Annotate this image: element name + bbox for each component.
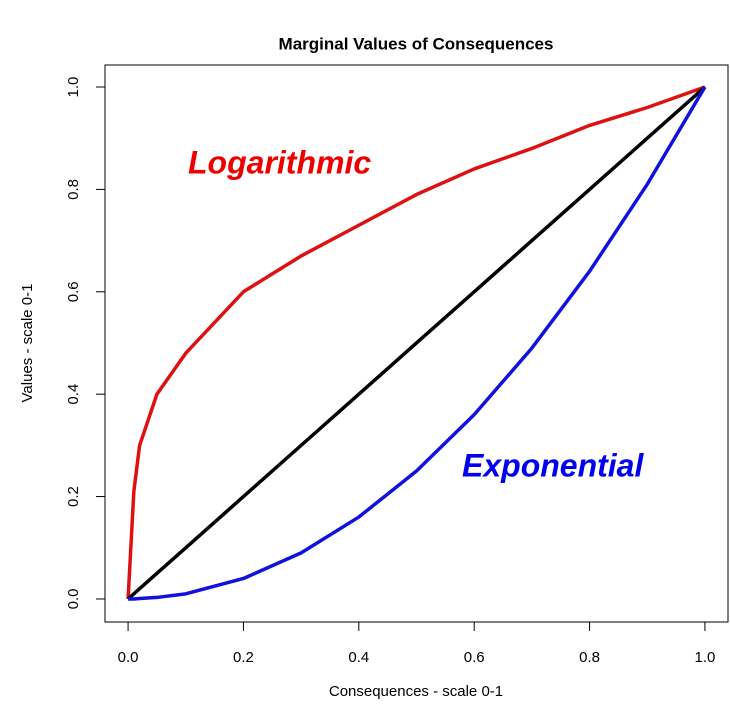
y-tick-label: 1.0 xyxy=(65,77,82,98)
y-tick-label: 0.6 xyxy=(65,281,82,302)
x-tick-label: 0.0 xyxy=(118,649,139,666)
y-tick-label: 0.0 xyxy=(65,589,82,610)
chart-title: Marginal Values of Consequences xyxy=(279,34,554,53)
x-axis-label: Consequences - scale 0-1 xyxy=(329,683,503,700)
x-tick-label: 0.4 xyxy=(348,649,369,666)
plot-box xyxy=(104,64,729,623)
x-tick-label: 0.6 xyxy=(464,649,485,666)
line-series xyxy=(128,86,707,601)
x-tick-label: 0.8 xyxy=(579,649,600,666)
y-tick-label: 0.2 xyxy=(65,486,82,507)
x-tick-label: 1.0 xyxy=(694,649,715,666)
line-series xyxy=(126,85,706,600)
y-tick-label: 0.8 xyxy=(65,179,82,200)
annotation: Exponential xyxy=(462,447,644,483)
y-axis-label: Values - scale 0-1 xyxy=(19,284,36,403)
y-tick-label: 0.4 xyxy=(65,384,82,405)
line-series xyxy=(126,85,707,601)
annotation: Logarithmic xyxy=(188,144,371,180)
x-tick-label: 0.2 xyxy=(233,649,254,666)
